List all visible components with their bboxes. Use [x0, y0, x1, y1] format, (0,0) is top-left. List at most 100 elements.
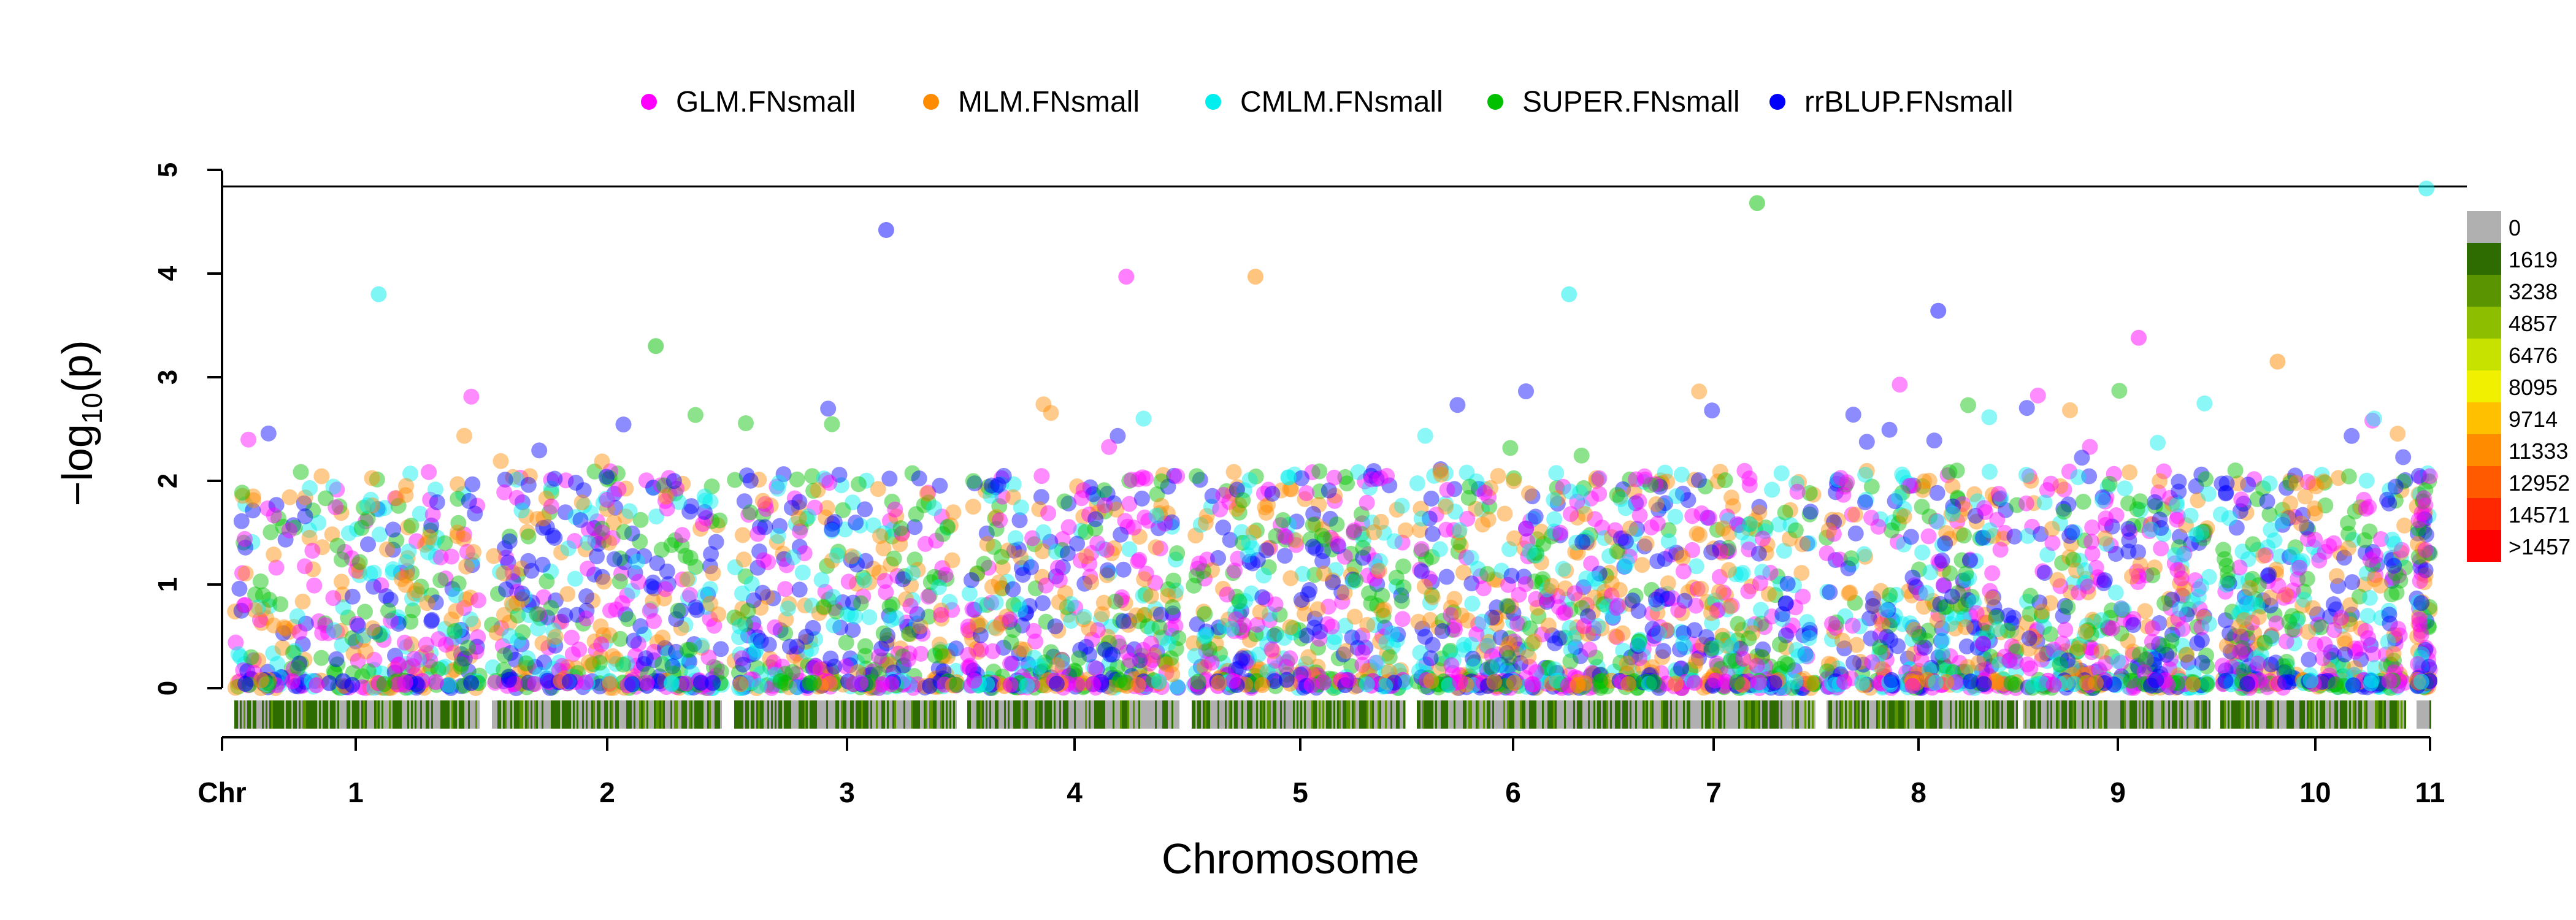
snp-point	[2111, 383, 2128, 399]
snp-point	[1648, 625, 1665, 642]
snp-point	[798, 643, 814, 660]
snp-point	[732, 618, 748, 635]
snp-point	[1076, 575, 1093, 592]
density-bin	[1610, 700, 1612, 729]
density-bin	[1424, 700, 1426, 729]
density-bin	[271, 700, 273, 729]
density-bin	[236, 700, 238, 729]
snp-point	[2174, 621, 2191, 637]
snp-point	[1608, 600, 1625, 616]
snp-point	[580, 654, 597, 670]
snp-point	[881, 470, 898, 487]
snp-point	[1262, 612, 1278, 629]
snp-point	[1636, 538, 1653, 554]
density-bin	[1328, 700, 1330, 729]
snp-point	[703, 546, 719, 562]
snp-point	[437, 621, 453, 637]
snp-point	[508, 595, 525, 611]
snp-point	[1229, 479, 1246, 496]
snp-point	[1688, 653, 1704, 669]
snp-point	[1077, 524, 1094, 540]
snp-point	[1611, 581, 1628, 598]
snp-point	[835, 594, 851, 610]
snp-point	[1479, 565, 1496, 582]
snp-point	[2340, 468, 2357, 485]
snp-point	[1278, 529, 1294, 545]
snp-point	[444, 581, 461, 597]
snp-point	[1238, 650, 1255, 667]
snp-point	[960, 659, 976, 675]
snp-point	[1140, 513, 1157, 529]
density-bin	[1522, 700, 1524, 729]
snp-point	[1615, 642, 1631, 659]
snp-point	[894, 525, 910, 542]
snp-point	[1198, 643, 1214, 659]
snp-point	[665, 473, 682, 489]
snp-point	[1579, 626, 1596, 642]
snp-point	[1126, 641, 1143, 657]
snp-point	[1484, 609, 1500, 626]
snp-point	[1355, 550, 1371, 566]
snp-point	[1282, 481, 1298, 497]
snp-point	[708, 660, 725, 677]
density-bin	[247, 700, 249, 729]
snp-point	[1149, 486, 1165, 502]
density-bin	[2360, 700, 2362, 729]
snp-point	[1048, 675, 1065, 692]
snp-point	[1592, 673, 1608, 689]
snp-point	[1278, 532, 1294, 548]
snp-point	[1612, 491, 1629, 507]
snp-point	[1603, 575, 1620, 592]
snp-point	[1667, 662, 1684, 678]
snp-point	[1622, 520, 1638, 537]
density-bin	[1067, 700, 1068, 729]
snp-point	[1081, 506, 1097, 523]
snp-point	[703, 513, 720, 529]
snp-point	[1524, 676, 1540, 692]
snp-point	[564, 646, 581, 662]
snp-point	[615, 416, 632, 433]
density-bin	[2063, 700, 2065, 729]
snp-point	[700, 586, 716, 603]
snp-point	[458, 591, 475, 608]
snp-point	[1027, 580, 1044, 597]
snp-point	[1703, 640, 1720, 657]
snp-point	[1599, 598, 1616, 615]
snp-point	[1731, 517, 1747, 534]
snp-point	[1688, 597, 1704, 614]
density-bin	[604, 700, 606, 729]
snp-point	[1297, 605, 1313, 622]
snp-point	[1644, 621, 1661, 637]
snp-point	[961, 585, 978, 602]
snp-point	[2239, 675, 2256, 692]
density-bin	[1926, 700, 1928, 729]
snp-point	[1231, 497, 1248, 513]
snp-point	[1011, 512, 1028, 529]
density-bin	[1017, 700, 1019, 729]
snp-point	[1567, 639, 1584, 656]
snp-point	[2261, 567, 2277, 583]
snp-point	[2125, 617, 2142, 633]
density-bin	[995, 700, 997, 729]
snp-point	[1168, 582, 1184, 599]
density-bin	[1751, 700, 1753, 729]
density-bin	[2001, 700, 2003, 729]
density-bin	[1333, 700, 1335, 729]
snp-point	[1781, 531, 1798, 547]
snp-point	[2110, 653, 2126, 669]
snp-point	[546, 530, 563, 546]
density-bin	[573, 700, 575, 729]
snp-point	[547, 629, 564, 645]
density-bin	[1390, 700, 1392, 729]
density-bin	[826, 700, 828, 729]
snp-point	[1337, 618, 1354, 634]
density-bin	[400, 700, 402, 729]
snp-point	[2173, 570, 2190, 587]
snp-point	[705, 565, 721, 581]
snp-point	[675, 475, 691, 492]
snp-point	[752, 519, 768, 535]
density-bin	[505, 700, 507, 729]
snp-point	[1054, 531, 1071, 547]
snp-point	[1149, 644, 1165, 661]
snp-point	[993, 615, 1010, 631]
